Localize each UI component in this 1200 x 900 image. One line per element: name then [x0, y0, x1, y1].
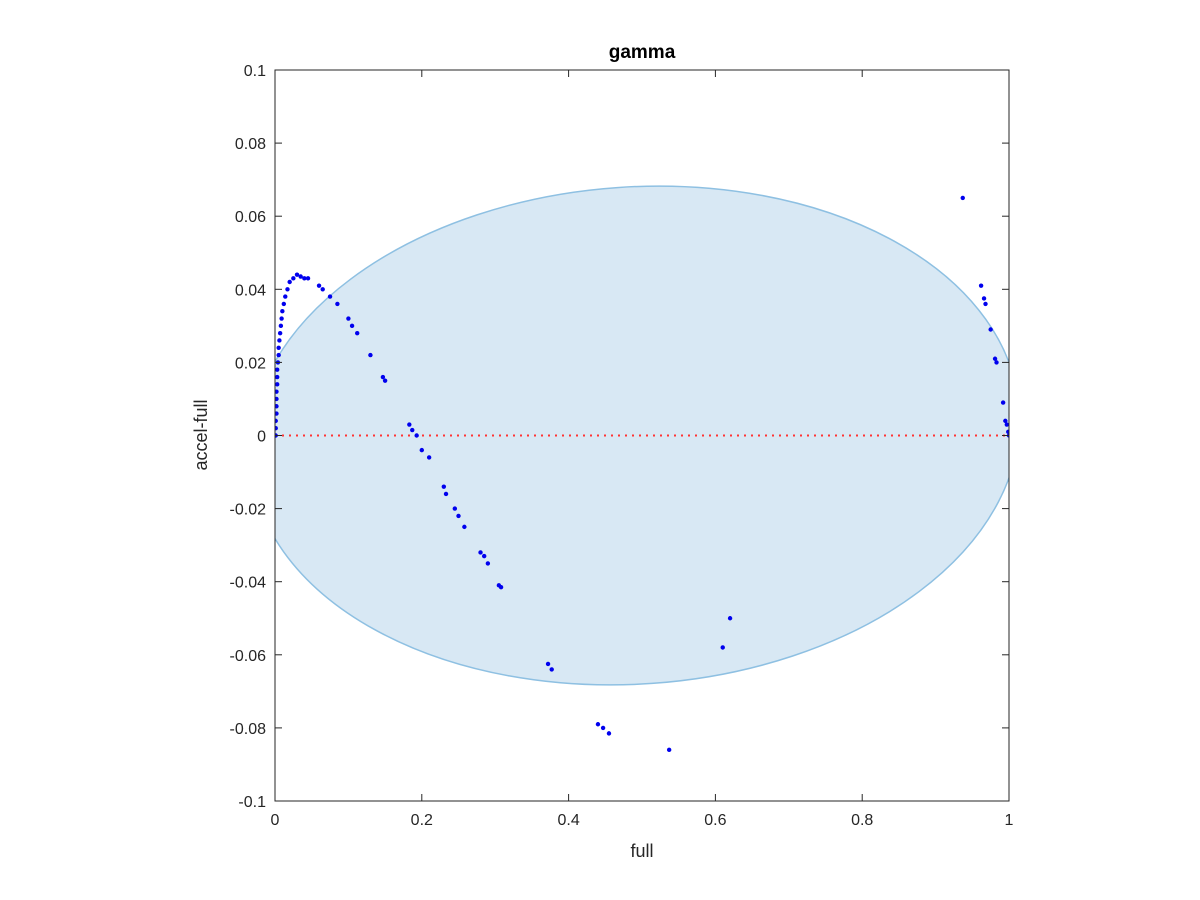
- data-point: [545, 661, 551, 667]
- x-tick-label: 1: [1005, 812, 1014, 829]
- y-tick-label: 0.06: [235, 209, 266, 226]
- data-point: [960, 195, 965, 201]
- x-tick-label: 0.2: [411, 812, 433, 829]
- data-point: [478, 550, 483, 555]
- x-tick-label: 0: [271, 812, 280, 829]
- y-tick-label: 0.08: [235, 136, 266, 153]
- data-point: [327, 294, 333, 299]
- y-tick-label: -0.08: [230, 721, 267, 738]
- data-point: [410, 427, 415, 433]
- data-point: [1006, 429, 1009, 435]
- data-point: [279, 316, 284, 321]
- data-point: [275, 418, 278, 424]
- data-point: [481, 553, 487, 559]
- data-point: [983, 301, 988, 307]
- y-tick-label: -0.1: [238, 794, 266, 811]
- data-point: [727, 616, 733, 621]
- data-point: [407, 422, 412, 427]
- data-point: [285, 287, 290, 292]
- data-point: [275, 382, 280, 387]
- chart-title: gamma: [609, 42, 676, 63]
- x-tick-label: 0.4: [557, 812, 579, 829]
- data-point: [275, 425, 278, 431]
- data-point: [287, 279, 292, 285]
- x-axis-ticks: 0 0.2 0.4 0.6 0.8 1: [271, 70, 1014, 829]
- data-point: [275, 396, 279, 402]
- data-point: [981, 296, 987, 301]
- data-point: [275, 374, 280, 380]
- y-tick-label: 0.1: [244, 63, 266, 80]
- data-point: [346, 316, 351, 321]
- data-point: [275, 411, 279, 416]
- data-point: [275, 389, 279, 394]
- data-point: [595, 722, 601, 727]
- data-point: [443, 491, 449, 497]
- data-point: [978, 283, 984, 288]
- x-axis-label: full: [630, 841, 653, 861]
- y-tick-label: -0.04: [230, 575, 267, 592]
- data-point: [294, 272, 300, 277]
- data-point: [994, 360, 999, 365]
- data-point: [277, 338, 282, 343]
- data-point: [1003, 418, 1008, 424]
- data-point: [606, 731, 612, 736]
- scatter-points: [275, 195, 1009, 753]
- x-tick-label: 0.8: [851, 812, 873, 829]
- data-point: [382, 378, 388, 383]
- data-point: [349, 323, 355, 329]
- data-point: [426, 455, 432, 460]
- data-point: [283, 294, 288, 299]
- y-axis-label: accel-full: [191, 399, 211, 470]
- data-point: [316, 283, 322, 288]
- data-point: [355, 330, 360, 336]
- data-point: [1004, 422, 1009, 427]
- data-point: [485, 561, 491, 566]
- data-point: [280, 309, 285, 314]
- data-point: [275, 404, 279, 409]
- y-tick-label: 0.02: [235, 355, 266, 372]
- data-point: [275, 367, 280, 372]
- data-point: [276, 345, 281, 350]
- data-point: [600, 725, 606, 731]
- data-point: [419, 447, 424, 453]
- data-point: [988, 327, 993, 332]
- data-point: [441, 484, 447, 489]
- data-point: [414, 433, 419, 438]
- data-point: [298, 274, 303, 279]
- y-tick-label: -0.06: [230, 648, 267, 665]
- data-point: [720, 645, 725, 650]
- data-point: [291, 276, 296, 281]
- data-point: [498, 584, 504, 590]
- confidence-ellipse: [275, 185, 1009, 686]
- data-point: [335, 301, 340, 307]
- data-point: [992, 356, 998, 361]
- x-tick-label: 0.6: [704, 812, 726, 829]
- data-point: [277, 330, 283, 336]
- y-tick-label: 0: [257, 429, 266, 446]
- data-point: [281, 301, 287, 307]
- data-point: [452, 506, 458, 511]
- data-point: [380, 374, 386, 380]
- data-point: [302, 276, 307, 281]
- data-point: [549, 667, 554, 672]
- data-point: [276, 352, 281, 358]
- data-point: [278, 323, 284, 329]
- data-point: [1000, 400, 1006, 405]
- y-tick-label: 0.04: [235, 282, 266, 299]
- y-tick-label: -0.02: [230, 502, 267, 519]
- data-point: [368, 352, 373, 358]
- data-point: [456, 513, 461, 519]
- data-point: [462, 524, 467, 530]
- data-point: [305, 276, 311, 281]
- y-axis-ticks: -0.1 -0.08 -0.06 -0.04 -0.02 0 0.02 0.04 0.06 0.0…: [230, 63, 1009, 811]
- data-point: [666, 747, 672, 753]
- data-point: [320, 287, 325, 292]
